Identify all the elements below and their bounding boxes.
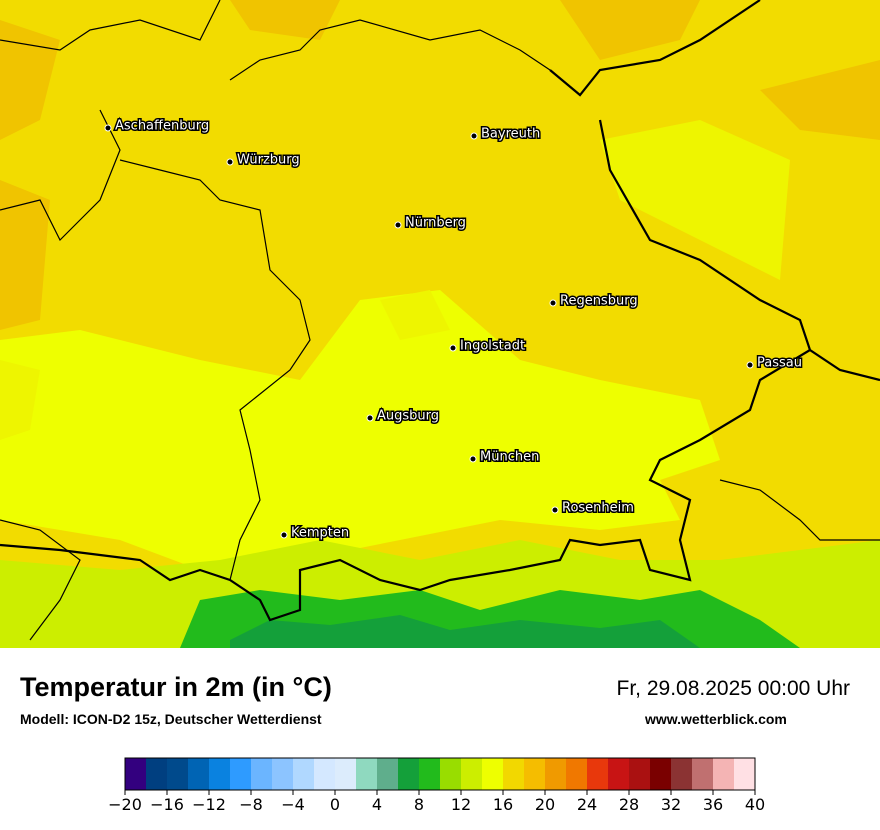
- colorbar-segment: [734, 758, 755, 790]
- city-label: Nürnberg: [405, 216, 466, 231]
- colorbar-tick-label: 40: [745, 795, 765, 814]
- city-dot: [551, 506, 559, 514]
- colorbar-segment: [629, 758, 650, 790]
- colorbar-segment: [692, 758, 713, 790]
- country-border: [0, 0, 880, 622]
- city-dot: [470, 132, 478, 140]
- colorbar: −20 −16 −12 −8 −4 0 4 8 12 16 20 24 28 32 36 40: [108, 757, 765, 814]
- colorbar-segment: [335, 758, 356, 790]
- colorbar-tick-label: 0: [330, 795, 340, 814]
- state-border: [0, 0, 880, 641]
- subtitle: Modell: ICON-D2 15z, Deutscher Wetterdie…: [20, 711, 322, 727]
- city-label: Bayreuth: [481, 127, 540, 142]
- colorbar-tick-label: −16: [150, 795, 184, 814]
- cool-area: [0, 120, 790, 440]
- colorbar-segment: [209, 758, 230, 790]
- colorbar-tick-label: −4: [281, 795, 305, 814]
- cool-area: [0, 290, 720, 570]
- city-dot: [746, 361, 754, 369]
- colorbar-segment: [482, 758, 503, 790]
- city-dot: [104, 124, 112, 132]
- colorbar-tick-label: −8: [239, 795, 263, 814]
- city-labels: Aschaffenburg Würzburg Bayreuth Nürnberg Reg…: [104, 117, 803, 542]
- colorbar-segment: [608, 758, 629, 790]
- city-label: München: [480, 450, 539, 465]
- colorbar-segment: [461, 758, 482, 790]
- colorbar-segment: [713, 758, 734, 790]
- city-dot: [449, 344, 457, 352]
- colorbar-segment: [251, 758, 272, 790]
- city-label: Augsburg: [377, 409, 439, 424]
- datetime: Fr, 29.08.2025 00:00 Uhr: [616, 677, 851, 700]
- colorbar-tick-label: 28: [619, 795, 639, 814]
- city-dot: [226, 158, 234, 166]
- city-dot: [366, 414, 374, 422]
- colorbar-segment: [503, 758, 524, 790]
- colorbar-segment: [566, 758, 587, 790]
- title: Temperatur in 2m (in °C): [20, 672, 332, 702]
- colorbar-segment: [125, 758, 146, 790]
- colorbar-tick-label: 24: [577, 795, 597, 814]
- colorbar-tick-label: 32: [661, 795, 681, 814]
- colorbar-segment: [545, 758, 566, 790]
- colorbar-segment: [398, 758, 419, 790]
- colorbar-tick-label: 8: [414, 795, 424, 814]
- colorbar-segment: [650, 758, 671, 790]
- city-dot: [280, 531, 288, 539]
- colorbar-segment: [314, 758, 335, 790]
- colorbar-segment: [440, 758, 461, 790]
- map: Aschaffenburg Würzburg Bayreuth Nürnberg Reg…: [0, 0, 880, 648]
- colorbar-segment: [419, 758, 440, 790]
- city-dot: [549, 299, 557, 307]
- colorbar-segment: [524, 758, 545, 790]
- city-dot: [394, 221, 402, 229]
- colorbar-segment: [230, 758, 251, 790]
- colorbar-segment: [188, 758, 209, 790]
- website: www.wetterblick.com: [645, 711, 787, 727]
- city-label: Aschaffenburg: [115, 119, 209, 134]
- alps-area: [230, 615, 700, 648]
- colorbar-tick-label: −12: [192, 795, 226, 814]
- colorbar-segment: [587, 758, 608, 790]
- colorbar-tick-label: −20: [108, 795, 142, 814]
- city-label: Regensburg: [560, 294, 638, 309]
- colorbar-segment: [293, 758, 314, 790]
- city-dot: [469, 455, 477, 463]
- colorbar-frame: [124, 757, 756, 791]
- colorbar-segment: [671, 758, 692, 790]
- colorbar-tick-label: 4: [372, 795, 382, 814]
- colorbar-segment: [377, 758, 398, 790]
- colorbar-tick-label: 36: [703, 795, 723, 814]
- city-label: Passau: [757, 356, 802, 371]
- city-label: Kempten: [291, 526, 349, 541]
- colorbar-segment: [356, 758, 377, 790]
- colorbar-segment: [272, 758, 293, 790]
- city-label: Würzburg: [237, 153, 300, 168]
- city-label: Rosenheim: [562, 501, 634, 516]
- colorbar-tick-label: 20: [535, 795, 555, 814]
- colorbar-tick-label: 12: [451, 795, 471, 814]
- colorbar-tick-label: 16: [493, 795, 513, 814]
- colorbar-segment: [146, 758, 167, 790]
- colorbar-segment: [167, 758, 188, 790]
- city-label: Ingolstadt: [460, 339, 525, 354]
